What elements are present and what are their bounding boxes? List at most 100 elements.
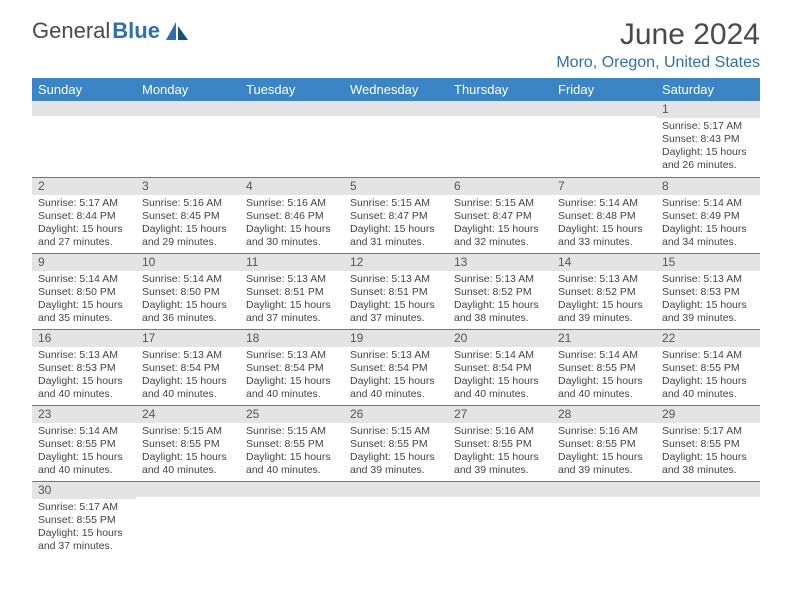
sunrise-text: Sunrise: 5:15 AM bbox=[246, 425, 338, 438]
day-details: Sunrise: 5:15 AMSunset: 8:47 PMDaylight:… bbox=[448, 195, 552, 252]
daylight-text: Daylight: 15 hours and 27 minutes. bbox=[38, 223, 130, 249]
sunrise-text: Sunrise: 5:15 AM bbox=[142, 425, 234, 438]
sunset-text: Sunset: 8:50 PM bbox=[142, 286, 234, 299]
calendar-day-cell: 21Sunrise: 5:14 AMSunset: 8:55 PMDayligh… bbox=[552, 329, 656, 405]
calendar-day-cell: 6Sunrise: 5:15 AMSunset: 8:47 PMDaylight… bbox=[448, 177, 552, 253]
sunset-text: Sunset: 8:47 PM bbox=[454, 210, 546, 223]
sunrise-text: Sunrise: 5:13 AM bbox=[142, 349, 234, 362]
day-number bbox=[136, 101, 240, 116]
brand-text-1: General bbox=[32, 18, 110, 44]
calendar-day-cell bbox=[448, 481, 552, 557]
day-details: Sunrise: 5:14 AMSunset: 8:48 PMDaylight:… bbox=[552, 195, 656, 252]
day-details: Sunrise: 5:13 AMSunset: 8:54 PMDaylight:… bbox=[344, 347, 448, 404]
calendar-day-cell: 12Sunrise: 5:13 AMSunset: 8:51 PMDayligh… bbox=[344, 253, 448, 329]
sunrise-text: Sunrise: 5:17 AM bbox=[38, 197, 130, 210]
day-number: 14 bbox=[552, 254, 656, 271]
daylight-text: Daylight: 15 hours and 31 minutes. bbox=[350, 223, 442, 249]
sunset-text: Sunset: 8:44 PM bbox=[38, 210, 130, 223]
sunrise-text: Sunrise: 5:14 AM bbox=[558, 197, 650, 210]
sunset-text: Sunset: 8:55 PM bbox=[142, 438, 234, 451]
sunset-text: Sunset: 8:51 PM bbox=[246, 286, 338, 299]
calendar-page: GeneralBlue June 2024 Moro, Oregon, Unit… bbox=[0, 0, 792, 567]
day-number: 30 bbox=[32, 482, 136, 499]
calendar-day-cell: 10 Sunrise: 5:14 AMSunset: 8:50 PMDayligh… bbox=[136, 253, 240, 329]
daylight-text: Daylight: 15 hours and 38 minutes. bbox=[662, 451, 754, 477]
calendar-day-cell: 26Sunrise: 5:15 AMSunset: 8:55 PMDayligh… bbox=[344, 405, 448, 481]
daylight-text: Daylight: 15 hours and 40 minutes. bbox=[142, 375, 234, 401]
calendar-day-cell bbox=[32, 101, 136, 177]
calendar-day-cell: 7Sunrise: 5:14 AMSunset: 8:48 PMDaylight… bbox=[552, 177, 656, 253]
day-number bbox=[240, 482, 344, 497]
sail-icon bbox=[164, 20, 190, 42]
sunrise-text: Sunrise: 5:17 AM bbox=[662, 120, 754, 133]
calendar-day-cell: 11Sunrise: 5:13 AMSunset: 8:51 PMDayligh… bbox=[240, 253, 344, 329]
sunset-text: Sunset: 8:55 PM bbox=[38, 514, 130, 527]
calendar-week-row: 16Sunrise: 5:13 AMSunset: 8:53 PMDayligh… bbox=[32, 329, 760, 405]
day-number bbox=[552, 482, 656, 497]
day-number: 22 bbox=[656, 330, 760, 347]
sunset-text: Sunset: 8:43 PM bbox=[662, 133, 754, 146]
day-number bbox=[344, 101, 448, 116]
calendar-day-cell bbox=[552, 101, 656, 177]
day-header-row: Sunday Monday Tuesday Wednesday Thursday… bbox=[32, 78, 760, 101]
sunset-text: Sunset: 8:49 PM bbox=[662, 210, 754, 223]
sunset-text: Sunset: 8:54 PM bbox=[454, 362, 546, 375]
day-number bbox=[656, 482, 760, 497]
calendar-day-cell: 30Sunrise: 5:17 AMSunset: 8:55 PMDayligh… bbox=[32, 481, 136, 557]
day-number bbox=[344, 482, 448, 497]
day-details: Sunrise: 5:17 AMSunset: 8:55 PMDaylight:… bbox=[656, 423, 760, 480]
daylight-text: Daylight: 15 hours and 39 minutes. bbox=[558, 451, 650, 477]
calendar-day-cell bbox=[552, 481, 656, 557]
sunset-text: Sunset: 8:50 PM bbox=[38, 286, 130, 299]
sunset-text: Sunset: 8:54 PM bbox=[142, 362, 234, 375]
sunset-text: Sunset: 8:55 PM bbox=[662, 438, 754, 451]
day-number: 10 bbox=[136, 254, 240, 271]
calendar-table: Sunday Monday Tuesday Wednesday Thursday… bbox=[32, 78, 760, 557]
calendar-day-cell: 9Sunrise: 5:14 AMSunset: 8:50 PMDaylight… bbox=[32, 253, 136, 329]
day-number: 23 bbox=[32, 406, 136, 423]
day-number: 11 bbox=[240, 254, 344, 271]
calendar-day-cell bbox=[344, 101, 448, 177]
daylight-text: Daylight: 15 hours and 36 minutes. bbox=[142, 299, 234, 325]
day-details: Sunrise: 5:14 AMSunset: 8:55 PMDaylight:… bbox=[32, 423, 136, 480]
day-details: Sunrise: 5:14 AMSunset: 8:50 PMDaylight:… bbox=[32, 271, 136, 328]
sunset-text: Sunset: 8:52 PM bbox=[558, 286, 650, 299]
sunrise-text: Sunrise: 5:14 AM bbox=[454, 349, 546, 362]
day-details: Sunrise: 5:13 AMSunset: 8:54 PMDaylight:… bbox=[240, 347, 344, 404]
calendar-day-cell bbox=[240, 481, 344, 557]
daylight-text: Daylight: 15 hours and 40 minutes. bbox=[350, 375, 442, 401]
sunrise-text: Sunrise: 5:15 AM bbox=[454, 197, 546, 210]
day-number: 20 bbox=[448, 330, 552, 347]
sunset-text: Sunset: 8:53 PM bbox=[662, 286, 754, 299]
day-number: 12 bbox=[344, 254, 448, 271]
brand-text-2: Blue bbox=[112, 18, 160, 44]
calendar-day-cell: 23Sunrise: 5:14 AMSunset: 8:55 PMDayligh… bbox=[32, 405, 136, 481]
sunrise-text: Sunrise: 5:13 AM bbox=[38, 349, 130, 362]
day-details: Sunrise: 5:17 AMSunset: 8:43 PMDaylight:… bbox=[656, 118, 760, 175]
calendar-day-cell: 2Sunrise: 5:17 AMSunset: 8:44 PMDaylight… bbox=[32, 177, 136, 253]
daylight-text: Daylight: 15 hours and 40 minutes. bbox=[246, 451, 338, 477]
day-number: 15 bbox=[656, 254, 760, 271]
day-header: Thursday bbox=[448, 78, 552, 101]
sunrise-text: Sunrise: 5:15 AM bbox=[350, 197, 442, 210]
day-details: Sunrise: 5:16 AMSunset: 8:55 PMDaylight:… bbox=[552, 423, 656, 480]
sunset-text: Sunset: 8:52 PM bbox=[454, 286, 546, 299]
calendar-week-row: 30Sunrise: 5:17 AMSunset: 8:55 PMDayligh… bbox=[32, 481, 760, 557]
sunrise-text: Sunrise: 5:13 AM bbox=[558, 273, 650, 286]
day-details: Sunrise: 5:15 AMSunset: 8:55 PMDaylight:… bbox=[136, 423, 240, 480]
day-number: 17 bbox=[136, 330, 240, 347]
calendar-week-row: 23Sunrise: 5:14 AMSunset: 8:55 PMDayligh… bbox=[32, 405, 760, 481]
day-details: Sunrise: 5:15 AMSunset: 8:55 PMDaylight:… bbox=[344, 423, 448, 480]
day-number: 25 bbox=[240, 406, 344, 423]
day-details: Sunrise: 5:13 AMSunset: 8:54 PMDaylight:… bbox=[136, 347, 240, 404]
day-details: Sunrise: 5:16 AMSunset: 8:45 PMDaylight:… bbox=[136, 195, 240, 252]
sunrise-text: Sunrise: 5:14 AM bbox=[142, 273, 234, 286]
calendar-day-cell: 3Sunrise: 5:16 AMSunset: 8:45 PMDaylight… bbox=[136, 177, 240, 253]
calendar-day-cell: 16Sunrise: 5:13 AMSunset: 8:53 PMDayligh… bbox=[32, 329, 136, 405]
day-number: 1 bbox=[656, 101, 760, 118]
daylight-text: Daylight: 15 hours and 40 minutes. bbox=[246, 375, 338, 401]
day-details: Sunrise: 5:14 AMSunset: 8:55 PMDaylight:… bbox=[656, 347, 760, 404]
day-details: Sunrise: 5:14 AMSunset: 8:49 PMDaylight:… bbox=[656, 195, 760, 252]
sunset-text: Sunset: 8:54 PM bbox=[246, 362, 338, 375]
calendar-week-row: 2Sunrise: 5:17 AMSunset: 8:44 PMDaylight… bbox=[32, 177, 760, 253]
